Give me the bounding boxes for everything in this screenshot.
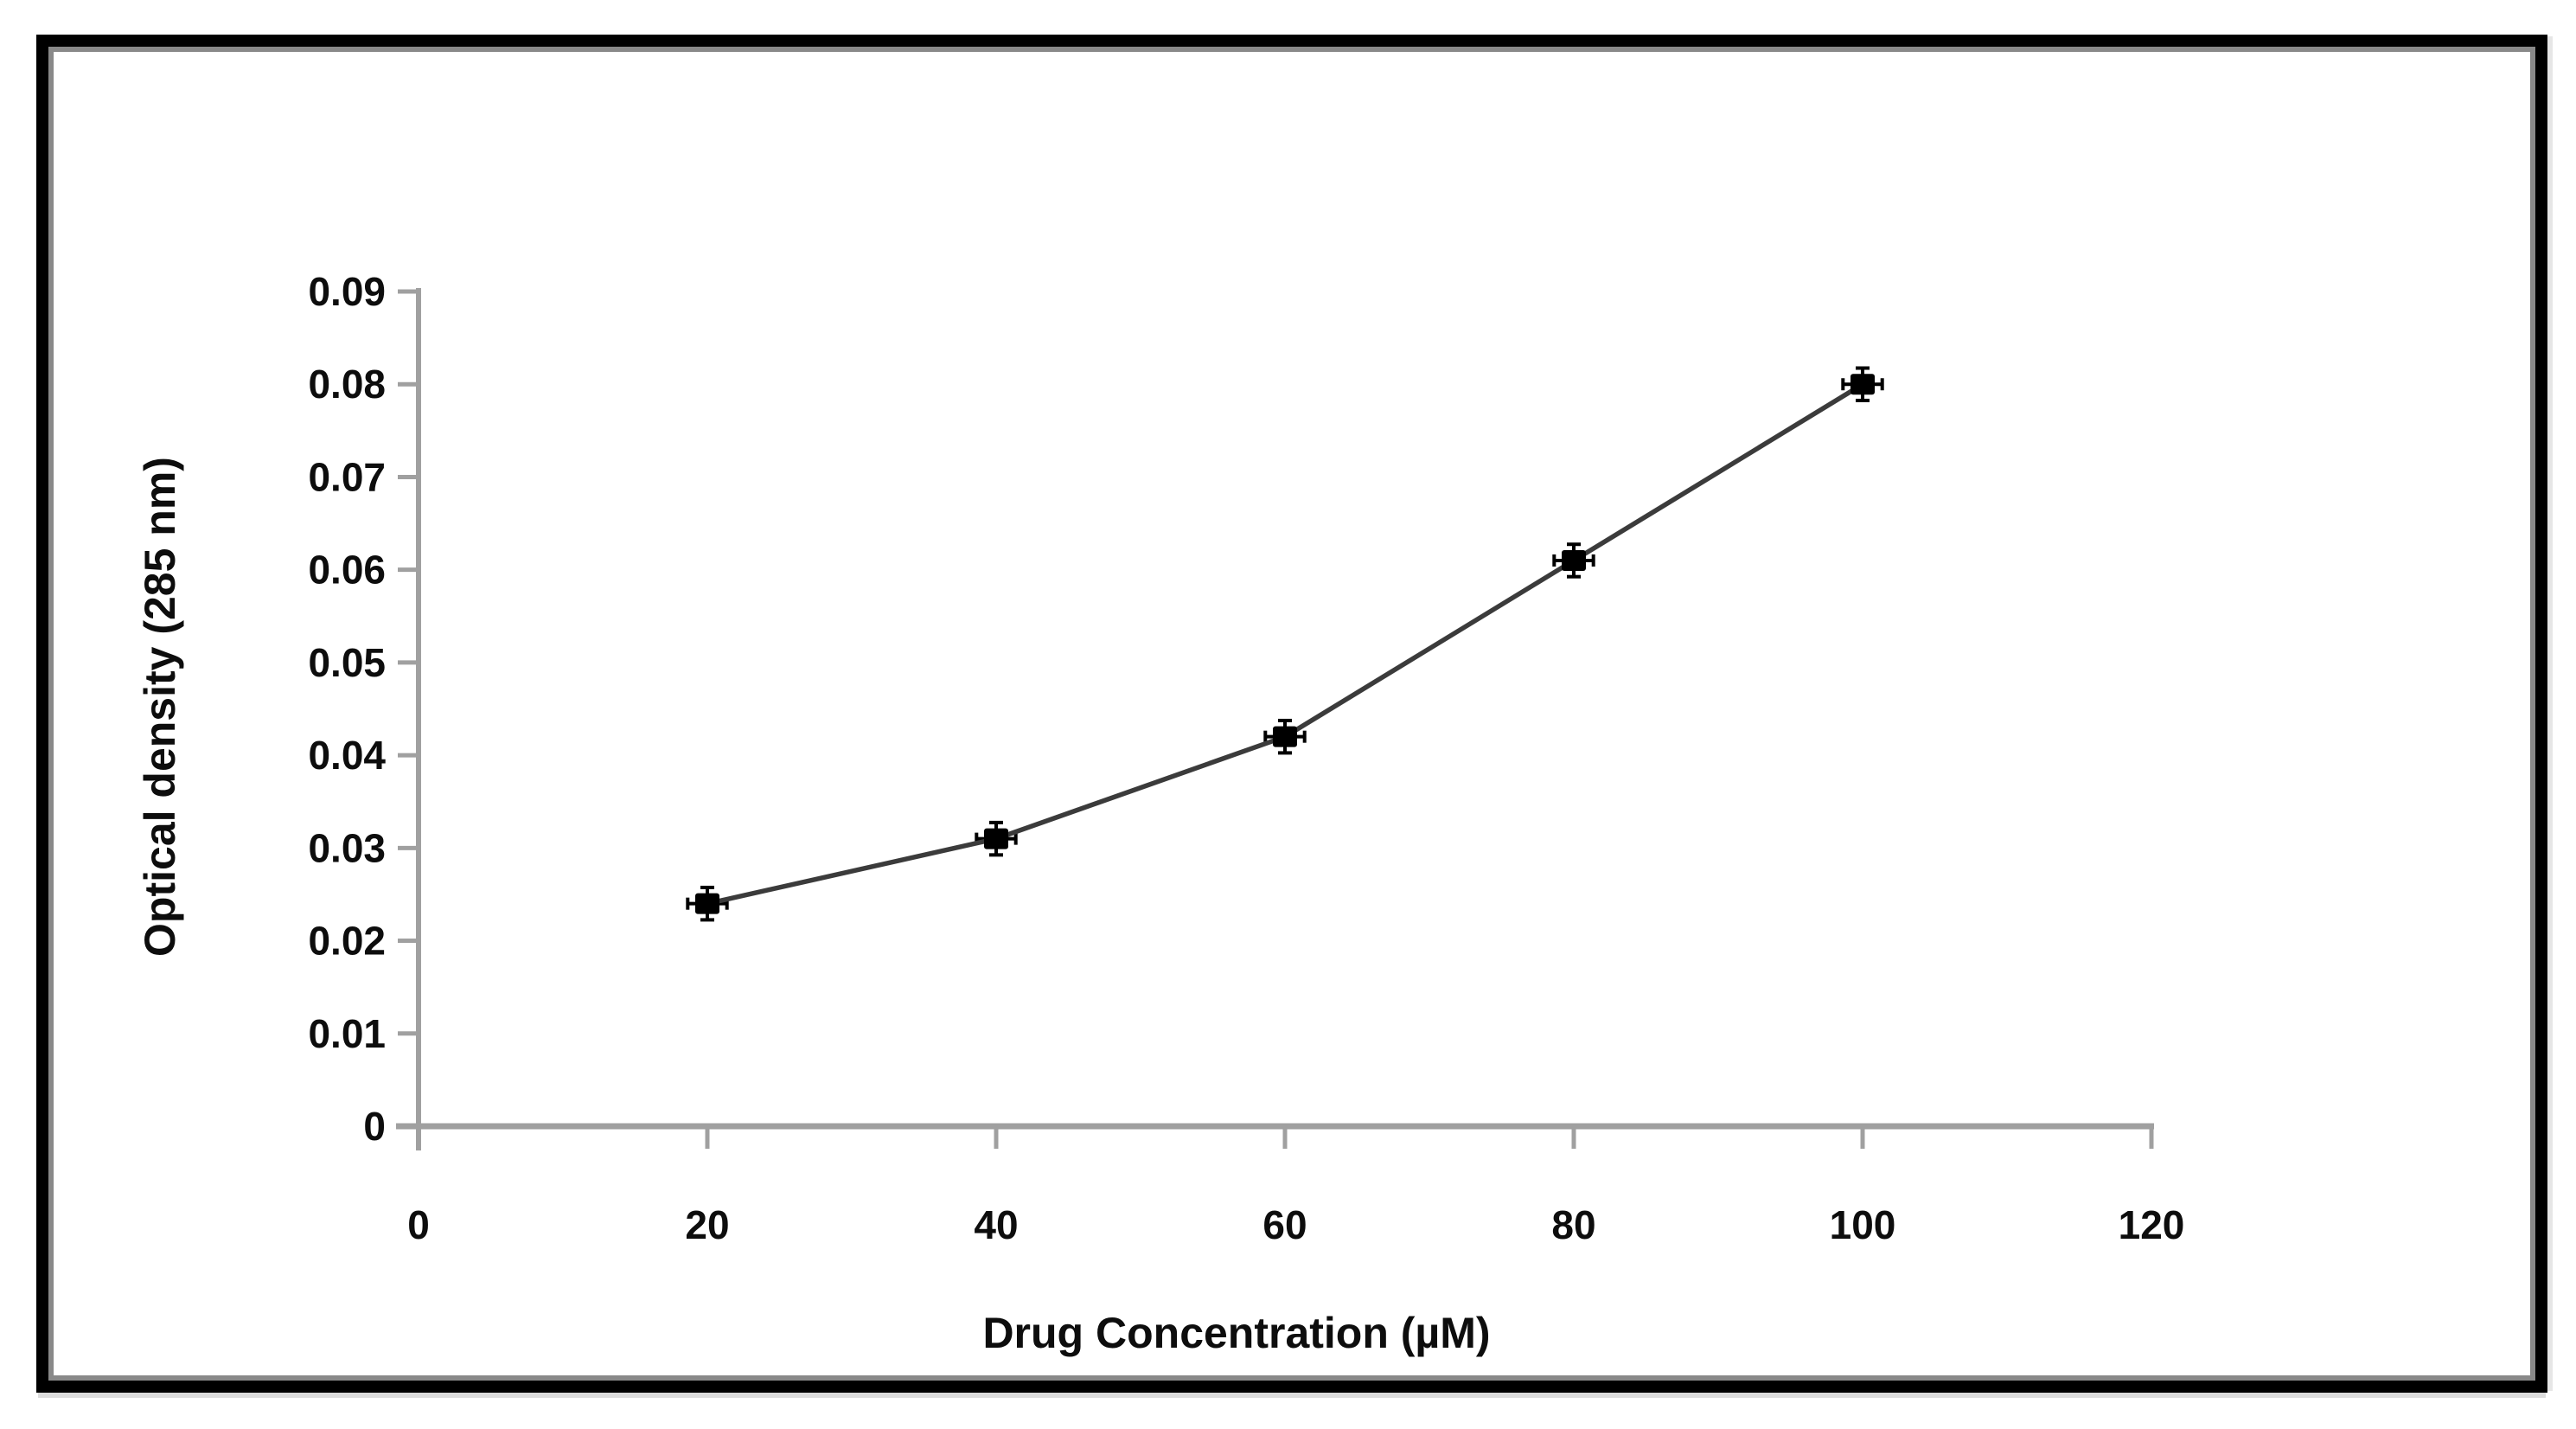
x-tick-label: 80 xyxy=(1551,1202,1595,1247)
x-axis-title: Drug Concentration (µM) xyxy=(982,1309,1490,1357)
y-tick-label: 0.06 xyxy=(308,548,386,593)
x-tick-label: 120 xyxy=(2119,1202,2185,1247)
y-tick-label: 0.04 xyxy=(308,733,386,778)
x-tick-label: 20 xyxy=(685,1202,729,1247)
data-point-marker xyxy=(1851,374,1875,395)
figure-frame xyxy=(36,35,2547,1393)
data-point-marker xyxy=(984,828,1008,849)
axes xyxy=(396,288,2154,1150)
y-axis-ticks xyxy=(398,289,419,1036)
y-tick-label: 0.03 xyxy=(308,825,386,870)
y-axis-title: Optical density (285 nm) xyxy=(136,457,184,957)
y-axis-tick-labels: 0 0.01 0.02 0.03 0.04 0.05 0.06 0.07 0.08 0.09 xyxy=(308,269,386,1149)
data-point-marker xyxy=(1273,726,1297,747)
x-tick-label: 0 xyxy=(407,1202,430,1247)
y-tick-label: 0.01 xyxy=(308,1011,386,1056)
x-tick-label: 40 xyxy=(974,1202,1018,1247)
series-line xyxy=(706,381,1864,907)
y-tick-label: 0.05 xyxy=(308,640,386,685)
x-axis-tick-labels: 0 20 40 60 80 100 120 xyxy=(407,1202,2184,1247)
x-tick-label: 60 xyxy=(1262,1202,1307,1247)
y-tick-label: 0.08 xyxy=(308,362,386,407)
data-series xyxy=(686,366,1884,922)
data-point-marker xyxy=(1562,549,1586,571)
y-tick-label: 0.07 xyxy=(308,454,386,499)
x-axis-ticks xyxy=(705,1126,2154,1149)
y-tick-label: 0.02 xyxy=(308,919,386,964)
data-point-marker xyxy=(695,893,719,914)
y-tick-label: 0.09 xyxy=(308,269,386,314)
x-tick-label: 100 xyxy=(1830,1202,1896,1247)
y-tick-label: 0 xyxy=(363,1104,386,1149)
